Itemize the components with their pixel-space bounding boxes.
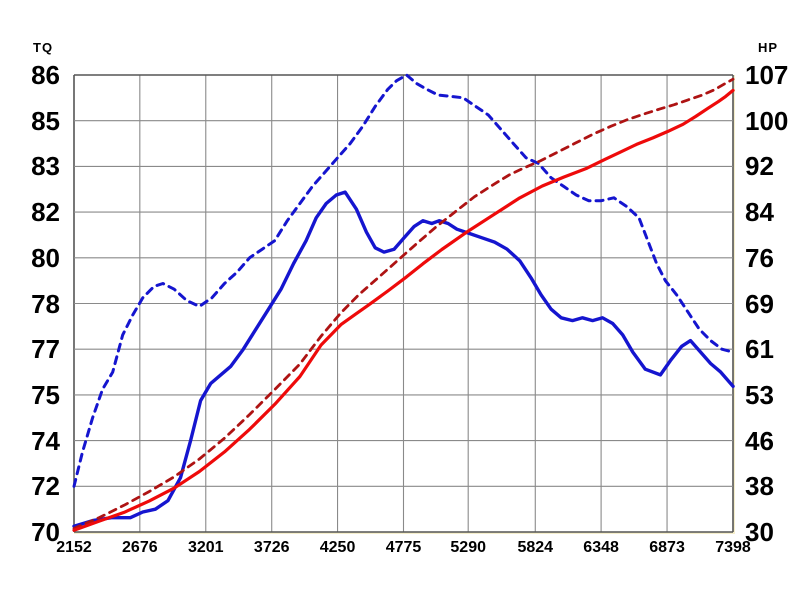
x-axis-tick: 7398: [715, 539, 751, 556]
right-axis-tick: 107: [745, 60, 789, 90]
left-axis-tick: 78: [31, 288, 60, 319]
left-axis-tick: 86: [31, 60, 60, 90]
x-axis-tick: 3201: [187, 539, 224, 556]
right-axis-tick: 84: [745, 197, 774, 228]
right-axis-tick: 92: [745, 151, 774, 182]
right-axis-tick: 30: [745, 517, 774, 547]
x-axis-tick: 2676: [122, 539, 158, 556]
plot-area-frame: [74, 75, 735, 534]
left-axis-tick: 72: [31, 471, 60, 502]
right-axis-tick: 61: [745, 334, 774, 365]
torque-solid-run-curve: [72, 190, 735, 528]
x-axis-tick: 2152: [56, 539, 92, 556]
x-axis-tick: 4775: [385, 539, 422, 556]
right-axis-tick: 38: [745, 471, 774, 502]
left-axis-tick: 85: [31, 105, 60, 136]
left-axis-tick: 77: [31, 334, 60, 365]
left-axis-tick: 80: [31, 242, 60, 273]
right-axis-tick: 53: [745, 379, 774, 410]
right-axis-tick: 76: [745, 242, 774, 273]
left-axis-tick: 70: [31, 517, 60, 547]
x-axis-tick: 5824: [517, 539, 554, 556]
left-axis-tick: 75: [31, 379, 60, 410]
x-axis-tick: 4250: [319, 539, 356, 556]
x-axis-tick: 5290: [450, 539, 486, 556]
x-axis-tick: 3726: [253, 539, 290, 556]
torque-dashed-run-curve: [72, 73, 735, 488]
right-axis-tick: 69: [745, 288, 774, 319]
x-axis-tick: 6873: [649, 539, 685, 556]
horsepower-dashed-run-curve: [72, 77, 735, 530]
left-axis-title: TQ: [33, 40, 54, 55]
right-axis-tick: 46: [745, 425, 774, 456]
left-axis-tick: 74: [31, 425, 60, 456]
x-axis-tick: 6348: [583, 539, 619, 556]
right-axis-title: HP: [757, 40, 778, 55]
right-axis-tick: 100: [745, 105, 789, 136]
horsepower-solid-run-curve: [72, 88, 735, 532]
left-axis-tick: 83: [31, 151, 60, 182]
left-axis-tick: 82: [31, 197, 60, 228]
